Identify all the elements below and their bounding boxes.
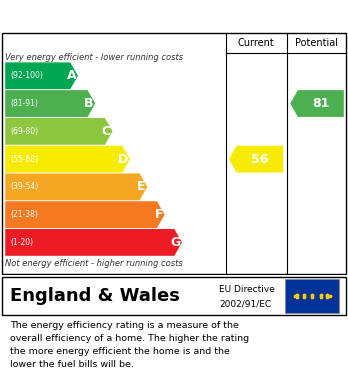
- Polygon shape: [5, 229, 182, 256]
- Text: 56: 56: [251, 152, 269, 166]
- Polygon shape: [5, 63, 78, 89]
- Text: G: G: [170, 236, 180, 249]
- Text: (1-20): (1-20): [10, 238, 33, 247]
- Text: Energy Efficiency Rating: Energy Efficiency Rating: [10, 9, 220, 23]
- Text: A: A: [66, 69, 76, 82]
- Text: D: D: [118, 152, 128, 166]
- Bar: [285, 279, 339, 313]
- Text: Very energy efficient - lower running costs: Very energy efficient - lower running co…: [5, 53, 183, 62]
- Text: 81: 81: [312, 97, 330, 110]
- Text: The energy efficiency rating is a measure of the
overall efficiency of a home. T: The energy efficiency rating is a measur…: [10, 321, 250, 369]
- Text: E: E: [137, 180, 145, 194]
- Polygon shape: [290, 90, 344, 117]
- Polygon shape: [229, 146, 283, 172]
- Polygon shape: [5, 174, 147, 200]
- Text: England & Wales: England & Wales: [10, 287, 180, 305]
- Text: C: C: [102, 125, 111, 138]
- Text: Not energy efficient - higher running costs: Not energy efficient - higher running co…: [5, 259, 183, 268]
- Text: B: B: [84, 97, 94, 110]
- Polygon shape: [5, 146, 130, 172]
- Text: 2002/91/EC: 2002/91/EC: [219, 300, 271, 309]
- Text: EU Directive: EU Directive: [219, 285, 275, 294]
- Text: Potential: Potential: [295, 38, 338, 48]
- Text: (69-80): (69-80): [10, 127, 39, 136]
- Text: (55-68): (55-68): [10, 154, 39, 163]
- Text: (39-54): (39-54): [10, 182, 39, 191]
- Polygon shape: [5, 201, 165, 228]
- Text: (92-100): (92-100): [10, 71, 43, 80]
- Polygon shape: [5, 118, 113, 145]
- Text: F: F: [155, 208, 163, 221]
- Polygon shape: [5, 90, 95, 117]
- Text: (81-91): (81-91): [10, 99, 38, 108]
- Text: Current: Current: [238, 38, 275, 48]
- Text: (21-38): (21-38): [10, 210, 38, 219]
